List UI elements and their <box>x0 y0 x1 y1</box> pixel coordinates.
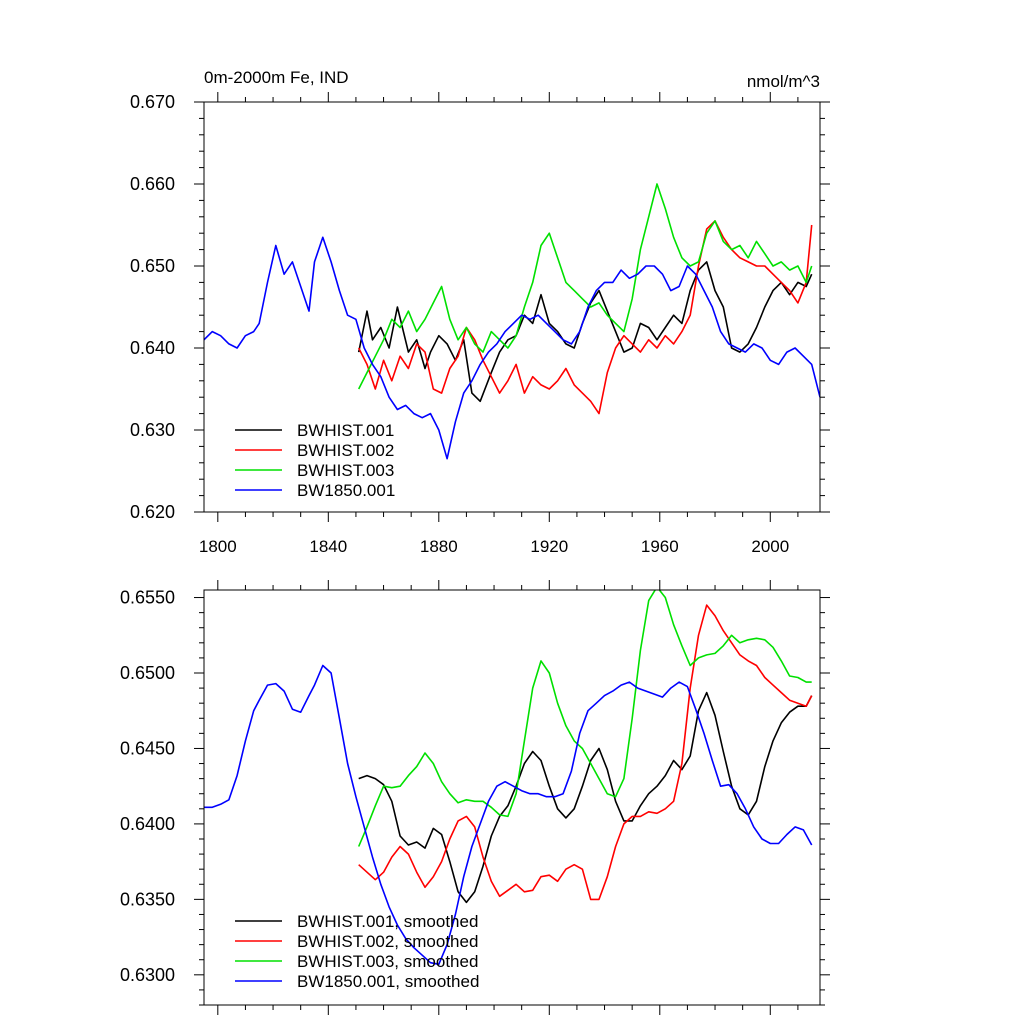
legend-label: BW1850.001 <box>297 481 395 500</box>
legend-label: BWHIST.002, smoothed <box>297 932 478 951</box>
x-tick-label: 1960 <box>641 537 679 556</box>
legend-label: BWHIST.003, smoothed <box>297 952 478 971</box>
x-tick-label: 2000 <box>751 537 789 556</box>
series-group <box>204 183 820 460</box>
units-label: nmol/m^3 <box>747 72 820 91</box>
x-tick-label: 1840 <box>309 537 347 556</box>
y-tick-label: 0.650 <box>130 256 175 276</box>
y-tick-label: 0.660 <box>130 174 175 194</box>
legend-label: BWHIST.002 <box>297 441 394 460</box>
chart-title: 0m-2000m Fe, IND <box>204 68 349 87</box>
x-tick-label: 1880 <box>420 537 458 556</box>
y-tick-label: 0.6300 <box>120 965 175 985</box>
legend-label: BW1850.001, smoothed <box>297 972 479 991</box>
plot-frame <box>203 101 821 513</box>
legend-label: BWHIST.001 <box>297 421 394 440</box>
legend-label: BWHIST.003 <box>297 461 394 480</box>
series-line-4 <box>204 236 820 460</box>
top-chart: 0m-2000m Fe, IND nmol/m^3 1800 1840 1880 19… <box>130 68 830 556</box>
x-tick-label: 1800 <box>199 537 237 556</box>
bottom-chart: 0.6300 0.6350 0.6400 0.6450 0.6500 0.6550 BWH… <box>120 580 830 1015</box>
series-line-2 <box>357 220 813 415</box>
y-tick-label: 0.620 <box>130 502 175 522</box>
series-line-2 <box>358 604 813 901</box>
y-tick-label: 0.670 <box>130 92 175 112</box>
series-line-4 <box>204 664 813 966</box>
series-line-3 <box>357 183 813 390</box>
y-tick-label: 0.6400 <box>120 814 175 834</box>
y-tick-label: 0.6550 <box>120 588 175 608</box>
plot-frame <box>203 589 821 1006</box>
y-tick-label: 0.6500 <box>120 663 175 683</box>
x-tick-label: 1920 <box>530 537 568 556</box>
legend-label: BWHIST.001, smoothed <box>297 912 478 931</box>
y-tick-label: 0.6350 <box>120 889 175 909</box>
y-tick-label: 0.640 <box>130 338 175 358</box>
y-tick-label: 0.6450 <box>120 738 175 758</box>
y-tick-label: 0.630 <box>130 420 175 440</box>
series-line-1 <box>358 691 813 904</box>
series-line-3 <box>357 590 812 847</box>
series-group <box>204 590 813 966</box>
